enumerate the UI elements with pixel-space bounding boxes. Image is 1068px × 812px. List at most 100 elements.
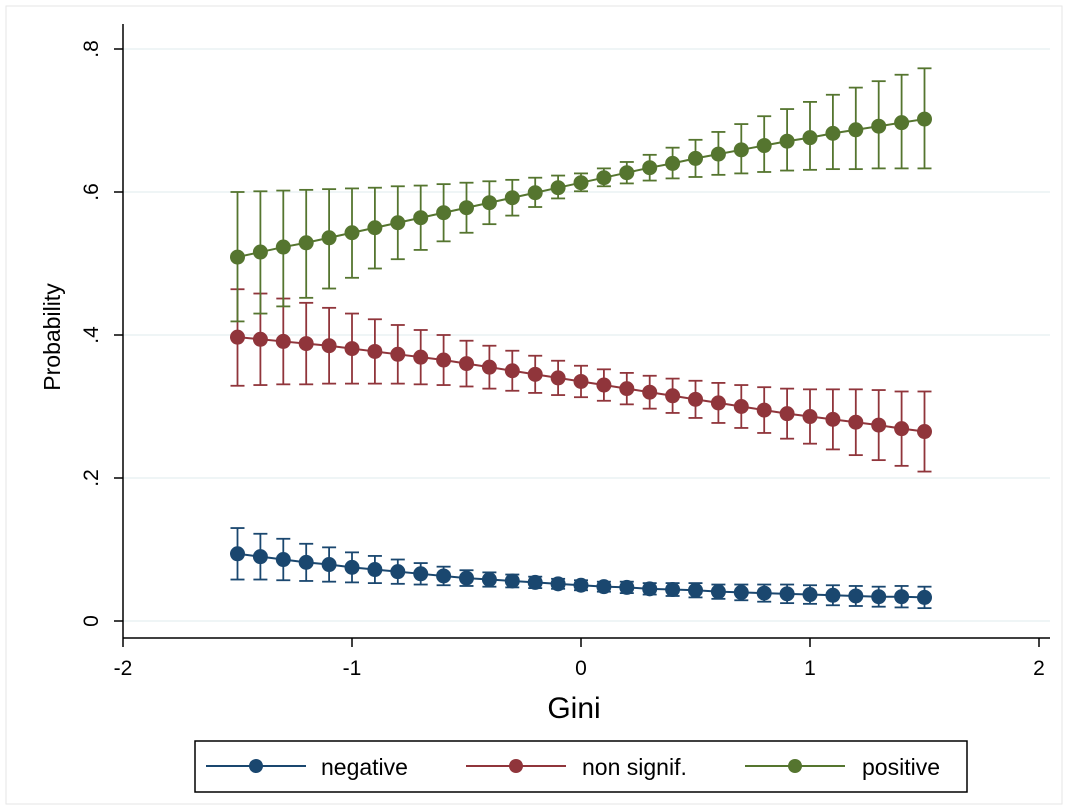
- point-1-24: [779, 406, 795, 422]
- point-0-5: [344, 559, 360, 575]
- point-0-18: [642, 581, 658, 597]
- point-2-29: [894, 115, 910, 131]
- point-1-0: [230, 329, 245, 345]
- point-2-23: [756, 138, 772, 154]
- point-0-6: [367, 562, 383, 578]
- point-1-29: [894, 421, 910, 437]
- point-0-1: [252, 549, 268, 565]
- point-2-16: [596, 170, 612, 186]
- series-2: [230, 67, 932, 323]
- point-0-2: [275, 552, 291, 568]
- point-1-12: [504, 363, 520, 379]
- point-0-17: [619, 579, 635, 595]
- point-2-25: [802, 130, 818, 146]
- point-0-13: [527, 574, 543, 590]
- point-2-12: [504, 190, 520, 206]
- point-1-10: [459, 356, 474, 372]
- point-2-3: [298, 235, 314, 251]
- point-1-13: [527, 366, 543, 382]
- point-0-4: [321, 557, 337, 573]
- point-2-1: [252, 244, 268, 260]
- point-0-3: [298, 554, 314, 570]
- point-0-14: [550, 576, 566, 592]
- point-1-23: [756, 402, 772, 418]
- point-2-20: [688, 150, 703, 166]
- legend-entry-positive: positive: [745, 754, 940, 780]
- y-tick-label-3: .6: [80, 183, 103, 201]
- x-tick-label-3: 1: [804, 657, 816, 680]
- point-2-17: [619, 165, 635, 181]
- point-2-26: [825, 125, 841, 141]
- point-2-15: [573, 175, 589, 191]
- point-1-6: [367, 343, 383, 359]
- point-1-2: [275, 333, 291, 349]
- plot-area: [123, 8, 1050, 638]
- point-1-11: [481, 359, 497, 375]
- point-0-12: [504, 573, 520, 589]
- legend-entry-non-signif: non signif.: [466, 754, 687, 780]
- point-0-8: [413, 566, 429, 582]
- point-2-9: [436, 205, 452, 221]
- point-0-26: [825, 587, 841, 603]
- point-0-27: [848, 588, 864, 604]
- point-1-26: [825, 411, 841, 427]
- point-0-30: [917, 589, 932, 605]
- point-1-30: [917, 424, 932, 440]
- point-2-27: [848, 122, 864, 138]
- legend-marker-negative: [249, 759, 263, 773]
- legend-entry-negative: negative: [206, 754, 408, 780]
- point-2-14: [550, 180, 566, 196]
- point-1-7: [390, 346, 406, 362]
- point-2-10: [459, 200, 474, 216]
- x-tick-label-2: 0: [575, 657, 587, 680]
- legend-label-negative: negative: [321, 754, 408, 780]
- point-1-15: [573, 373, 589, 389]
- point-2-4: [321, 230, 337, 246]
- point-1-28: [871, 417, 887, 433]
- point-1-20: [688, 391, 703, 407]
- point-2-28: [871, 118, 887, 134]
- point-0-7: [390, 564, 406, 580]
- point-2-8: [413, 210, 429, 226]
- point-1-25: [802, 409, 818, 425]
- point-1-21: [710, 395, 726, 411]
- point-0-29: [894, 589, 910, 605]
- point-2-24: [779, 133, 795, 149]
- point-0-22: [733, 584, 749, 600]
- series-layer: [230, 67, 932, 610]
- point-0-28: [871, 589, 887, 605]
- y-tick-label-0: 0: [80, 615, 103, 627]
- point-0-11: [481, 572, 497, 588]
- x-tick-label-1: -1: [343, 657, 362, 680]
- point-1-27: [848, 414, 864, 430]
- point-0-16: [596, 579, 612, 595]
- point-0-25: [802, 587, 818, 603]
- point-0-20: [688, 582, 703, 598]
- point-0-24: [779, 586, 795, 602]
- point-0-0: [230, 546, 245, 562]
- x-tick-label-4: 2: [1033, 657, 1045, 680]
- point-0-21: [710, 584, 726, 600]
- legend-label-positive: positive: [862, 754, 940, 780]
- legend-marker-non-signif: [509, 759, 523, 773]
- point-2-7: [390, 215, 406, 231]
- point-1-8: [413, 349, 429, 365]
- point-1-22: [733, 399, 749, 414]
- point-1-3: [298, 336, 314, 352]
- y-axis-title: Probability: [39, 283, 65, 391]
- point-2-0: [230, 249, 245, 265]
- point-2-30: [917, 111, 932, 127]
- legend-marker-positive: [788, 759, 802, 773]
- point-2-18: [642, 160, 658, 176]
- y-tick-label-2: .4: [80, 326, 103, 344]
- point-1-16: [596, 377, 612, 393]
- point-1-4: [321, 338, 337, 354]
- point-0-19: [665, 582, 681, 598]
- legend-box: [194, 740, 968, 793]
- point-0-9: [436, 568, 452, 584]
- point-0-10: [459, 570, 474, 586]
- point-2-2: [275, 239, 291, 255]
- y-tick-label-4: .8: [80, 40, 103, 58]
